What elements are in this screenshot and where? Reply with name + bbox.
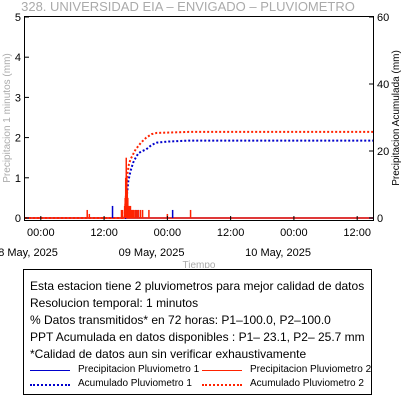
legend-swatch-precip-2 — [202, 370, 242, 371]
y-tick-label-left: 5 — [15, 12, 21, 24]
y-axis-label-left: Precipitacion 1 minutos (mm) — [2, 53, 13, 182]
y-axis-label-right: Precipitacion Acumulada (mm) — [391, 50, 402, 186]
x-tick-label-time: 00:00 — [27, 227, 55, 239]
x-tick-label-date: 08 May, 2025 — [0, 247, 58, 259]
x-tick-label-time: 12:00 — [90, 227, 118, 239]
x-axis-label: Tiempo — [183, 260, 216, 268]
x-tick-label-time: 12:00 — [343, 227, 371, 239]
info-line-quality-note: *Calidad de datos aun sin verificar exha… — [30, 347, 307, 361]
y-tick-label-left: 1 — [15, 173, 21, 185]
y-tick-label-left: 0 — [15, 213, 21, 225]
y-tick-label-right: 60 — [377, 12, 389, 24]
x-tick-label-date: 10 May, 2025 — [245, 247, 311, 259]
rainfall-chart: 328. UNIVERSIDAD EIA – ENVIGADO – PLUVIO… — [0, 0, 402, 268]
legend-row-1: Precipitacion Pluviometro 1 Precipitacio… — [24, 364, 371, 378]
legend-row-2: Acumulado Pluviometro 1 Acumulado Pluvio… — [24, 378, 371, 392]
info-line-transmitted: % Datos transmitidos* en 72 horas: P1–10… — [30, 313, 331, 327]
info-line-stations: Esta estacion tiene 2 pluviometros para … — [30, 279, 365, 293]
x-tick-label-time: 00:00 — [154, 227, 182, 239]
legend-swatch-accum-1 — [30, 384, 70, 386]
info-box: Esta estacion tiene 2 pluviometros para … — [23, 269, 372, 395]
x-tick-label-time: 00:00 — [280, 227, 308, 239]
accumulated-line-2 — [25, 130, 373, 219]
plot-frame — [24, 16, 374, 221]
y-tick-label-left: 3 — [15, 92, 21, 104]
legend-swatch-precip-1 — [30, 370, 70, 371]
legend-label-accum-2: Acumulado Pluviometro 2 — [250, 378, 364, 389]
x-tick-label-date: 09 May, 2025 — [119, 247, 185, 259]
y-tick-label-right: 20 — [377, 146, 389, 158]
y-tick-label-right: 40 — [377, 79, 389, 91]
accumulated-line-1 — [25, 139, 373, 219]
info-line-accumulated: PPT Acumulada en datos disponibles : P1–… — [30, 330, 365, 344]
legend-swatch-accum-2 — [202, 384, 242, 386]
y-tick-label-left: 2 — [15, 133, 21, 145]
info-line-resolution: Resolucion temporal: 1 minutos — [30, 296, 199, 310]
y-tick-label-right: 0 — [377, 213, 383, 225]
x-tick-label-time: 12:00 — [217, 227, 245, 239]
chart-title: 328. UNIVERSIDAD EIA – ENVIGADO – PLUVIO… — [21, 0, 355, 14]
legend-label-precip-1: Precipitacion Pluviometro 1 — [78, 364, 200, 375]
legend-label-accum-1: Acumulado Pluviometro 1 — [78, 378, 192, 389]
legend-label-precip-2: Precipitacion Pluviometro 2 — [250, 364, 372, 375]
y-tick-label-left: 4 — [15, 52, 21, 64]
